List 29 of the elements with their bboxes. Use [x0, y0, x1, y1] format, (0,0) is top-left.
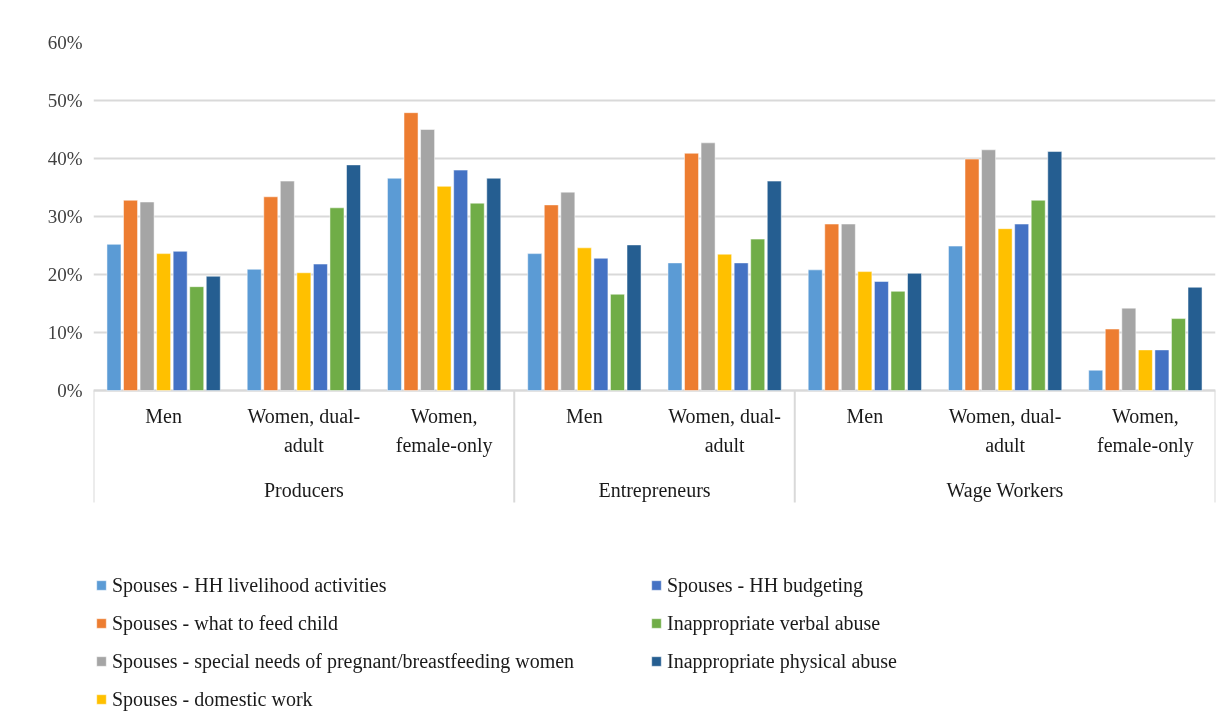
bar: [767, 180, 782, 391]
x-tick-label: Women, dual-adult: [948, 404, 1062, 457]
y-tick-label: 0%: [57, 380, 83, 401]
legend-label: Inappropriate physical abuse: [667, 648, 898, 675]
x-tick-label: Women, dual-adult: [668, 404, 782, 457]
y-tick-label: 30%: [47, 206, 83, 227]
bar: [1088, 369, 1103, 391]
x-tick-label: Men: [145, 404, 182, 427]
legend-label: Spouses - special needs of pregnant/breastfeeding women: [112, 648, 576, 675]
legend-label: Spouses - HH livelihood activities: [112, 572, 388, 599]
y-tick-label: 40%: [47, 148, 83, 169]
legend-label: Spouses - domestic work: [112, 686, 314, 713]
x-tick-label: Women, dual-adult: [247, 404, 361, 457]
bar: [206, 275, 221, 391]
x-tick-label: Women, female-only: [1097, 404, 1194, 458]
text: Wage Workers: [946, 478, 1064, 502]
y-tick-label: 50%: [47, 90, 83, 111]
legend-label: Spouses - what to feed child: [112, 610, 340, 637]
legend-label: Inappropriate verbal abuse: [667, 610, 882, 637]
bar: [527, 253, 542, 391]
x-tick-label: Women, female-only: [395, 404, 493, 458]
text: Producers: [263, 478, 345, 501]
y-tick-label: 20%: [47, 264, 83, 285]
y-tick-label: 60%: [47, 32, 83, 53]
x-tick-label: Men: [566, 404, 603, 427]
y-tick-label: 10%: [47, 322, 83, 343]
text: Entrepreneurs: [598, 478, 711, 502]
x-tick-label: Men: [846, 404, 884, 427]
legend-label: Spouses - HH budgeting: [667, 572, 865, 599]
